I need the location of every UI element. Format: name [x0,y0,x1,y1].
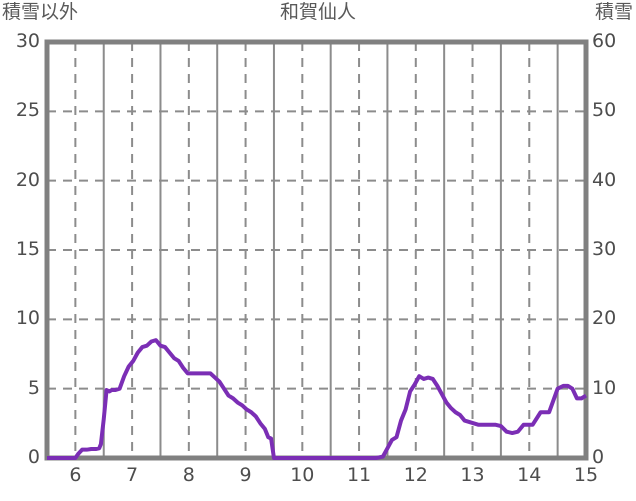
chart-title: 和賀仙人 [279,1,356,23]
x-axis-tick: 15 [573,464,599,486]
x-axis-tick: 9 [239,464,252,486]
left-axis-tick: 5 [27,376,40,399]
left-axis-tick: 10 [15,307,40,330]
gridlines [47,42,586,458]
x-axis-tick: 6 [69,464,82,486]
right-axis-unit-label: 積雪 [594,1,633,23]
data-series [47,338,588,460]
left-axis-tick: 15 [15,238,40,260]
x-axis-tick: 14 [517,464,542,486]
left-axis-tick: 20 [15,168,40,191]
x-axis-tick: 12 [403,464,428,486]
right-axis-tick: 0 [592,446,605,468]
right-axis-tick: 20 [592,307,617,330]
right-axis-tick: 50 [592,99,617,122]
left-axis-tick: 25 [15,99,40,122]
x-axis-tick: 13 [460,464,485,486]
series-line-0 [47,338,588,460]
right-axis-tick: 40 [592,168,617,191]
left-axis-unit-label: 積雪以外 [2,1,79,23]
x-axis-tick: 10 [290,464,315,486]
x-axis-tick: 7 [126,464,139,486]
x-axis-tick: 11 [346,464,372,486]
x-axis-tick: 8 [182,464,195,486]
right-axis-tick: 10 [592,376,617,399]
left-axis-tick: 0 [27,446,40,468]
right-axis-tick: 60 [592,30,617,52]
right-axis-tick: 30 [592,238,617,260]
left-axis-tick: 30 [15,30,40,52]
